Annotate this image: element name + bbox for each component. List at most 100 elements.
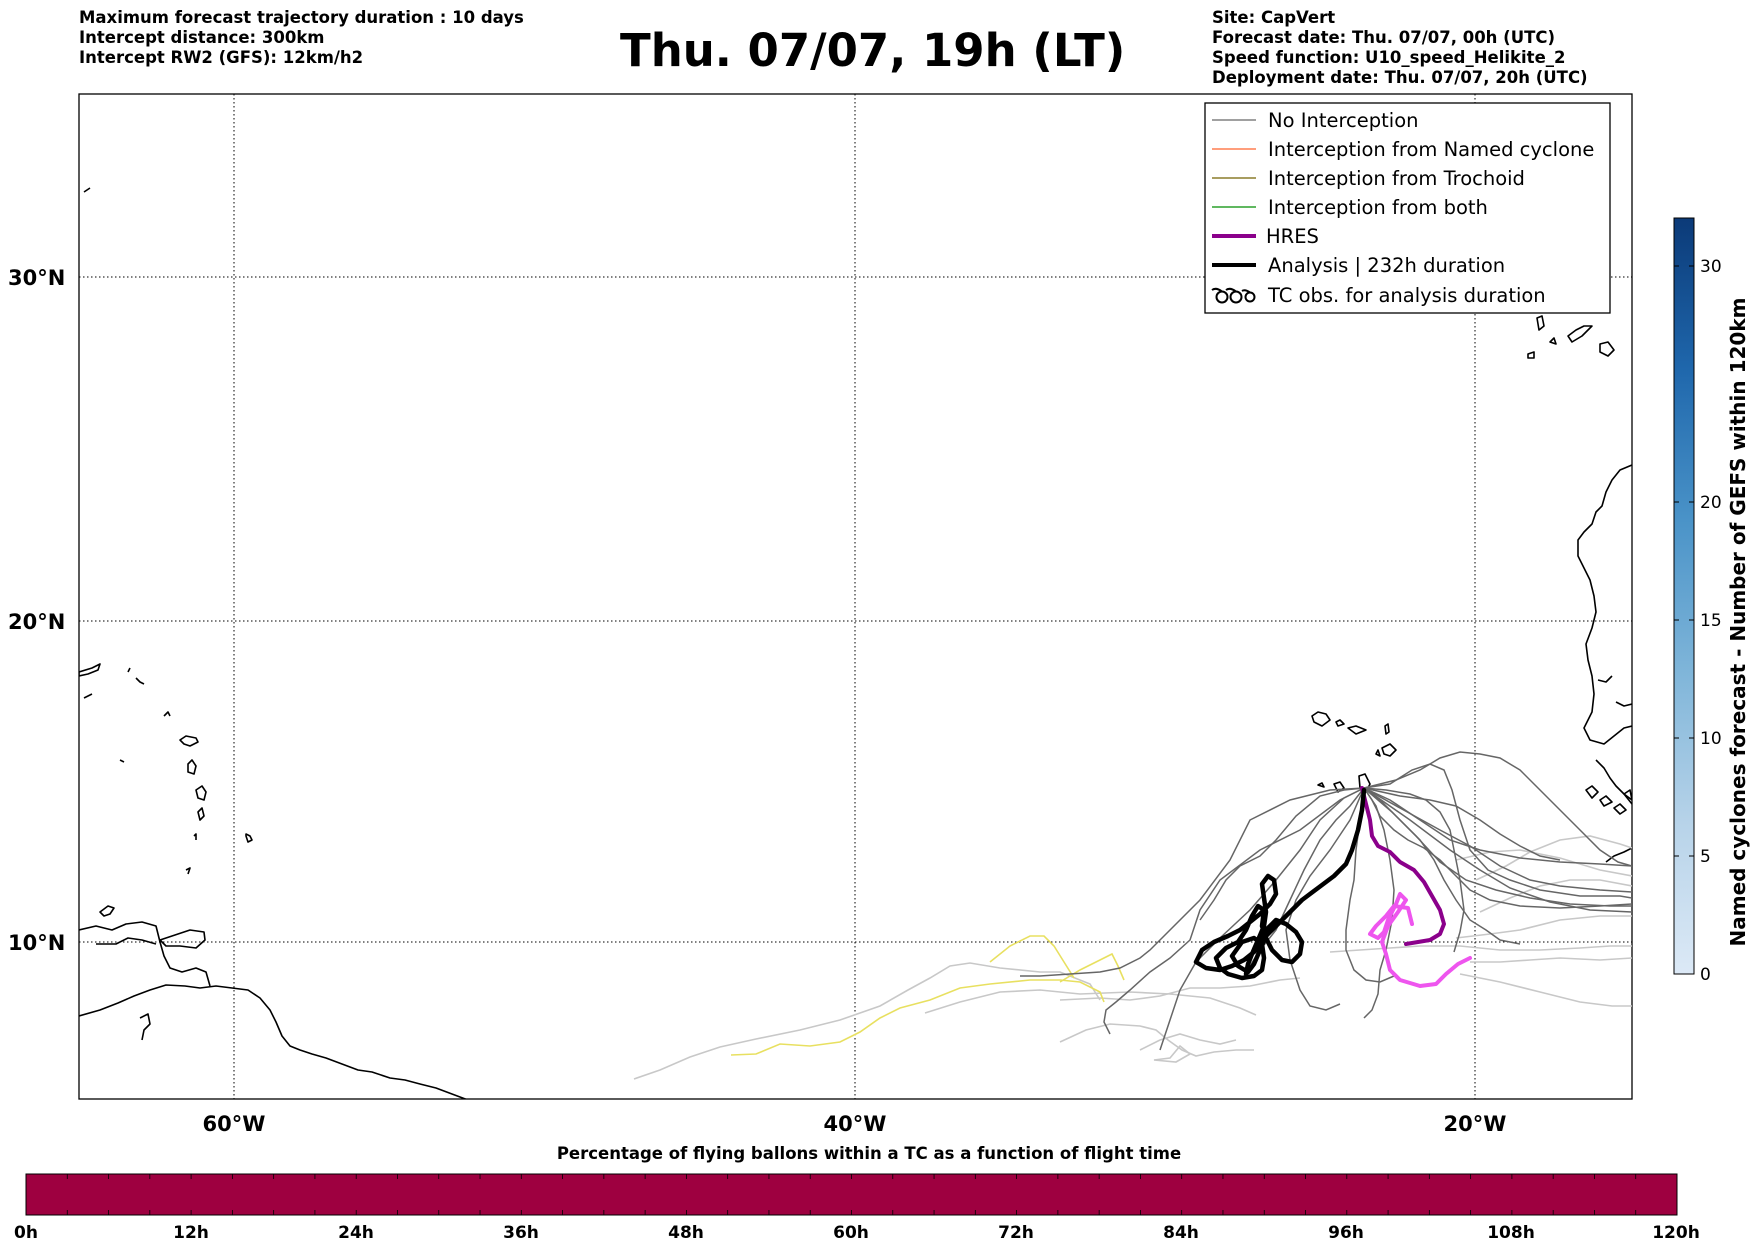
grey-track [1245, 787, 1365, 973]
light-track [633, 962, 1101, 1080]
light-track [1455, 849, 1632, 877]
guadeloupe-island [179, 735, 199, 747]
africa-coast-mauritania [1597, 675, 1613, 683]
trinidad-island [159, 929, 206, 949]
coastlines [79, 187, 1632, 1099]
colorbar-bottom-tick-120h: 120h [1652, 1223, 1700, 1241]
grey-track [1363, 787, 1632, 907]
grey-track [1363, 787, 1632, 913]
paria-peninsula [96, 937, 157, 945]
pink-track [1368, 892, 1472, 988]
legend-label-hres: HRES [1266, 225, 1319, 248]
colorbar-bottom-minor-ticks [66, 1174, 1637, 1215]
legend-label-named-cyclone: Interception from Named cyclone [1268, 138, 1594, 161]
colorbar-bottom-tick-48h: 48h [668, 1223, 704, 1241]
colorbar-bottom-fill [25, 1173, 1678, 1216]
page-title: Thu. 07/07, 19h (LT) [620, 24, 1126, 77]
colorbar-right-tick-30: 30 [1700, 257, 1722, 277]
intercept-rw2-text: Intercept RW2 (GFS): 12km/h2 [79, 48, 364, 67]
yellow-track [989, 935, 1075, 979]
grey-track [1159, 787, 1365, 1051]
colorbar-bottom-tick-96h: 96h [1328, 1223, 1364, 1241]
grey-track [1363, 751, 1632, 867]
tobago-island [99, 905, 115, 917]
grey-track [1363, 787, 1632, 893]
coast-fragment-2 [119, 759, 125, 763]
bissagos-islands-2 [1599, 795, 1613, 807]
grey-track [1199, 787, 1365, 921]
cape-verde-sao-nicolau [1347, 725, 1367, 735]
grey-track [1363, 787, 1465, 953]
lon-label-40w: 40°W [824, 1112, 887, 1136]
colorbar-right-tick-5: 5 [1700, 847, 1711, 867]
light-track [1059, 1023, 1254, 1057]
colorbar-bottom-tick-72h: 72h [998, 1223, 1034, 1241]
light-track [1479, 879, 1632, 913]
legend-label-no-interception: No Interception [1268, 109, 1419, 132]
light-track [1329, 945, 1632, 953]
colorbar-bottom-tick-84h: 84h [1163, 1223, 1199, 1241]
analysis-track [1193, 787, 1367, 981]
africa-coast-detail [1615, 701, 1632, 707]
canary-islands-2 [1567, 325, 1593, 343]
light-ensemble-tracks [633, 835, 1632, 1080]
cape-verde-sao-vicente [1335, 719, 1345, 727]
venezuela-coast-detail [79, 921, 211, 987]
canary-islands-4 [1527, 351, 1535, 359]
light-track [1153, 1044, 1192, 1063]
lat-label-10n: 10°N [8, 931, 65, 955]
colorbar-right-fill [1673, 217, 1695, 975]
legend: No Interception Interception from Named … [1204, 102, 1611, 314]
colorbar-bottom-tick-0h: 0h [14, 1223, 38, 1241]
island-top-left [83, 187, 91, 193]
cape-verde-santo-antao [1311, 711, 1331, 727]
lon-label-20w: 20°W [1444, 1112, 1507, 1136]
south-america-coast [79, 984, 468, 1099]
grey-track [1103, 787, 1365, 1035]
site-text: Site: CapVert [1212, 8, 1336, 27]
colorbar-bottom-tick-36h: 36h [503, 1223, 539, 1241]
legend-label-trochoid: Interception from Trochoid [1268, 167, 1525, 190]
lat-label-30n: 30°N [8, 266, 65, 290]
colorbar-bottom-tick-24h: 24h [338, 1223, 374, 1241]
antilles-island-3 [163, 711, 171, 717]
martinique-island [195, 785, 207, 801]
st-vincent-island [193, 833, 197, 840]
grey-track [1363, 763, 1632, 899]
lat-label-20n: 20°N [8, 610, 65, 634]
header-left-info: Maximum forecast trajectory duration : 1… [79, 8, 524, 68]
coast-fragment-1 [83, 693, 93, 699]
yellow-track [730, 979, 1105, 1056]
cape-verde-brava [1317, 782, 1325, 788]
light-track [1455, 915, 1632, 939]
guyana-coast-fragment [139, 1013, 151, 1041]
light-track [1059, 977, 1301, 1001]
speed-function-text: Speed function: U10_speed_Helikite_2 [1212, 48, 1566, 67]
grey-track [1020, 787, 1365, 977]
cape-verde-boa-vista [1381, 743, 1397, 757]
africa-coast-lower [1605, 847, 1632, 863]
antilles-island-1 [127, 667, 131, 673]
colorbar-bottom-tick-12h: 12h [173, 1223, 209, 1241]
dominica-island [187, 759, 197, 775]
hres-track [1360, 786, 1446, 946]
deployment-date-text: Deployment date: Thu. 07/07, 20h (UTC) [1212, 68, 1588, 87]
colorbar-bottom-tick-108h: 108h [1487, 1223, 1535, 1241]
colorbar-right-tick-15: 15 [1700, 611, 1722, 631]
legend-box [1204, 102, 1611, 314]
legend-label-both: Interception from both [1268, 196, 1488, 219]
max-duration-text: Maximum forecast trajectory duration : 1… [79, 8, 524, 27]
grenada-island [185, 867, 191, 875]
forecast-date-text: Forecast date: Thu. 07/07, 00h (UTC) [1212, 28, 1556, 47]
cape-verde-sal [1384, 723, 1390, 735]
lon-label-60w: 60°W [203, 1112, 266, 1136]
africa-coast [1577, 464, 1632, 745]
canary-islands-5 [1549, 337, 1557, 345]
colorbar-right-tick-20: 20 [1700, 493, 1722, 513]
legend-label-tc-obs: TC obs. for analysis duration [1267, 284, 1546, 307]
colorbar-bottom: Percentage of flying ballons within a TC… [14, 1144, 1700, 1241]
bissagos-islands-1 [1585, 785, 1599, 799]
header-right-info: Site: CapVert Forecast date: Thu. 07/07,… [1212, 8, 1588, 88]
graticule [79, 94, 1632, 1099]
